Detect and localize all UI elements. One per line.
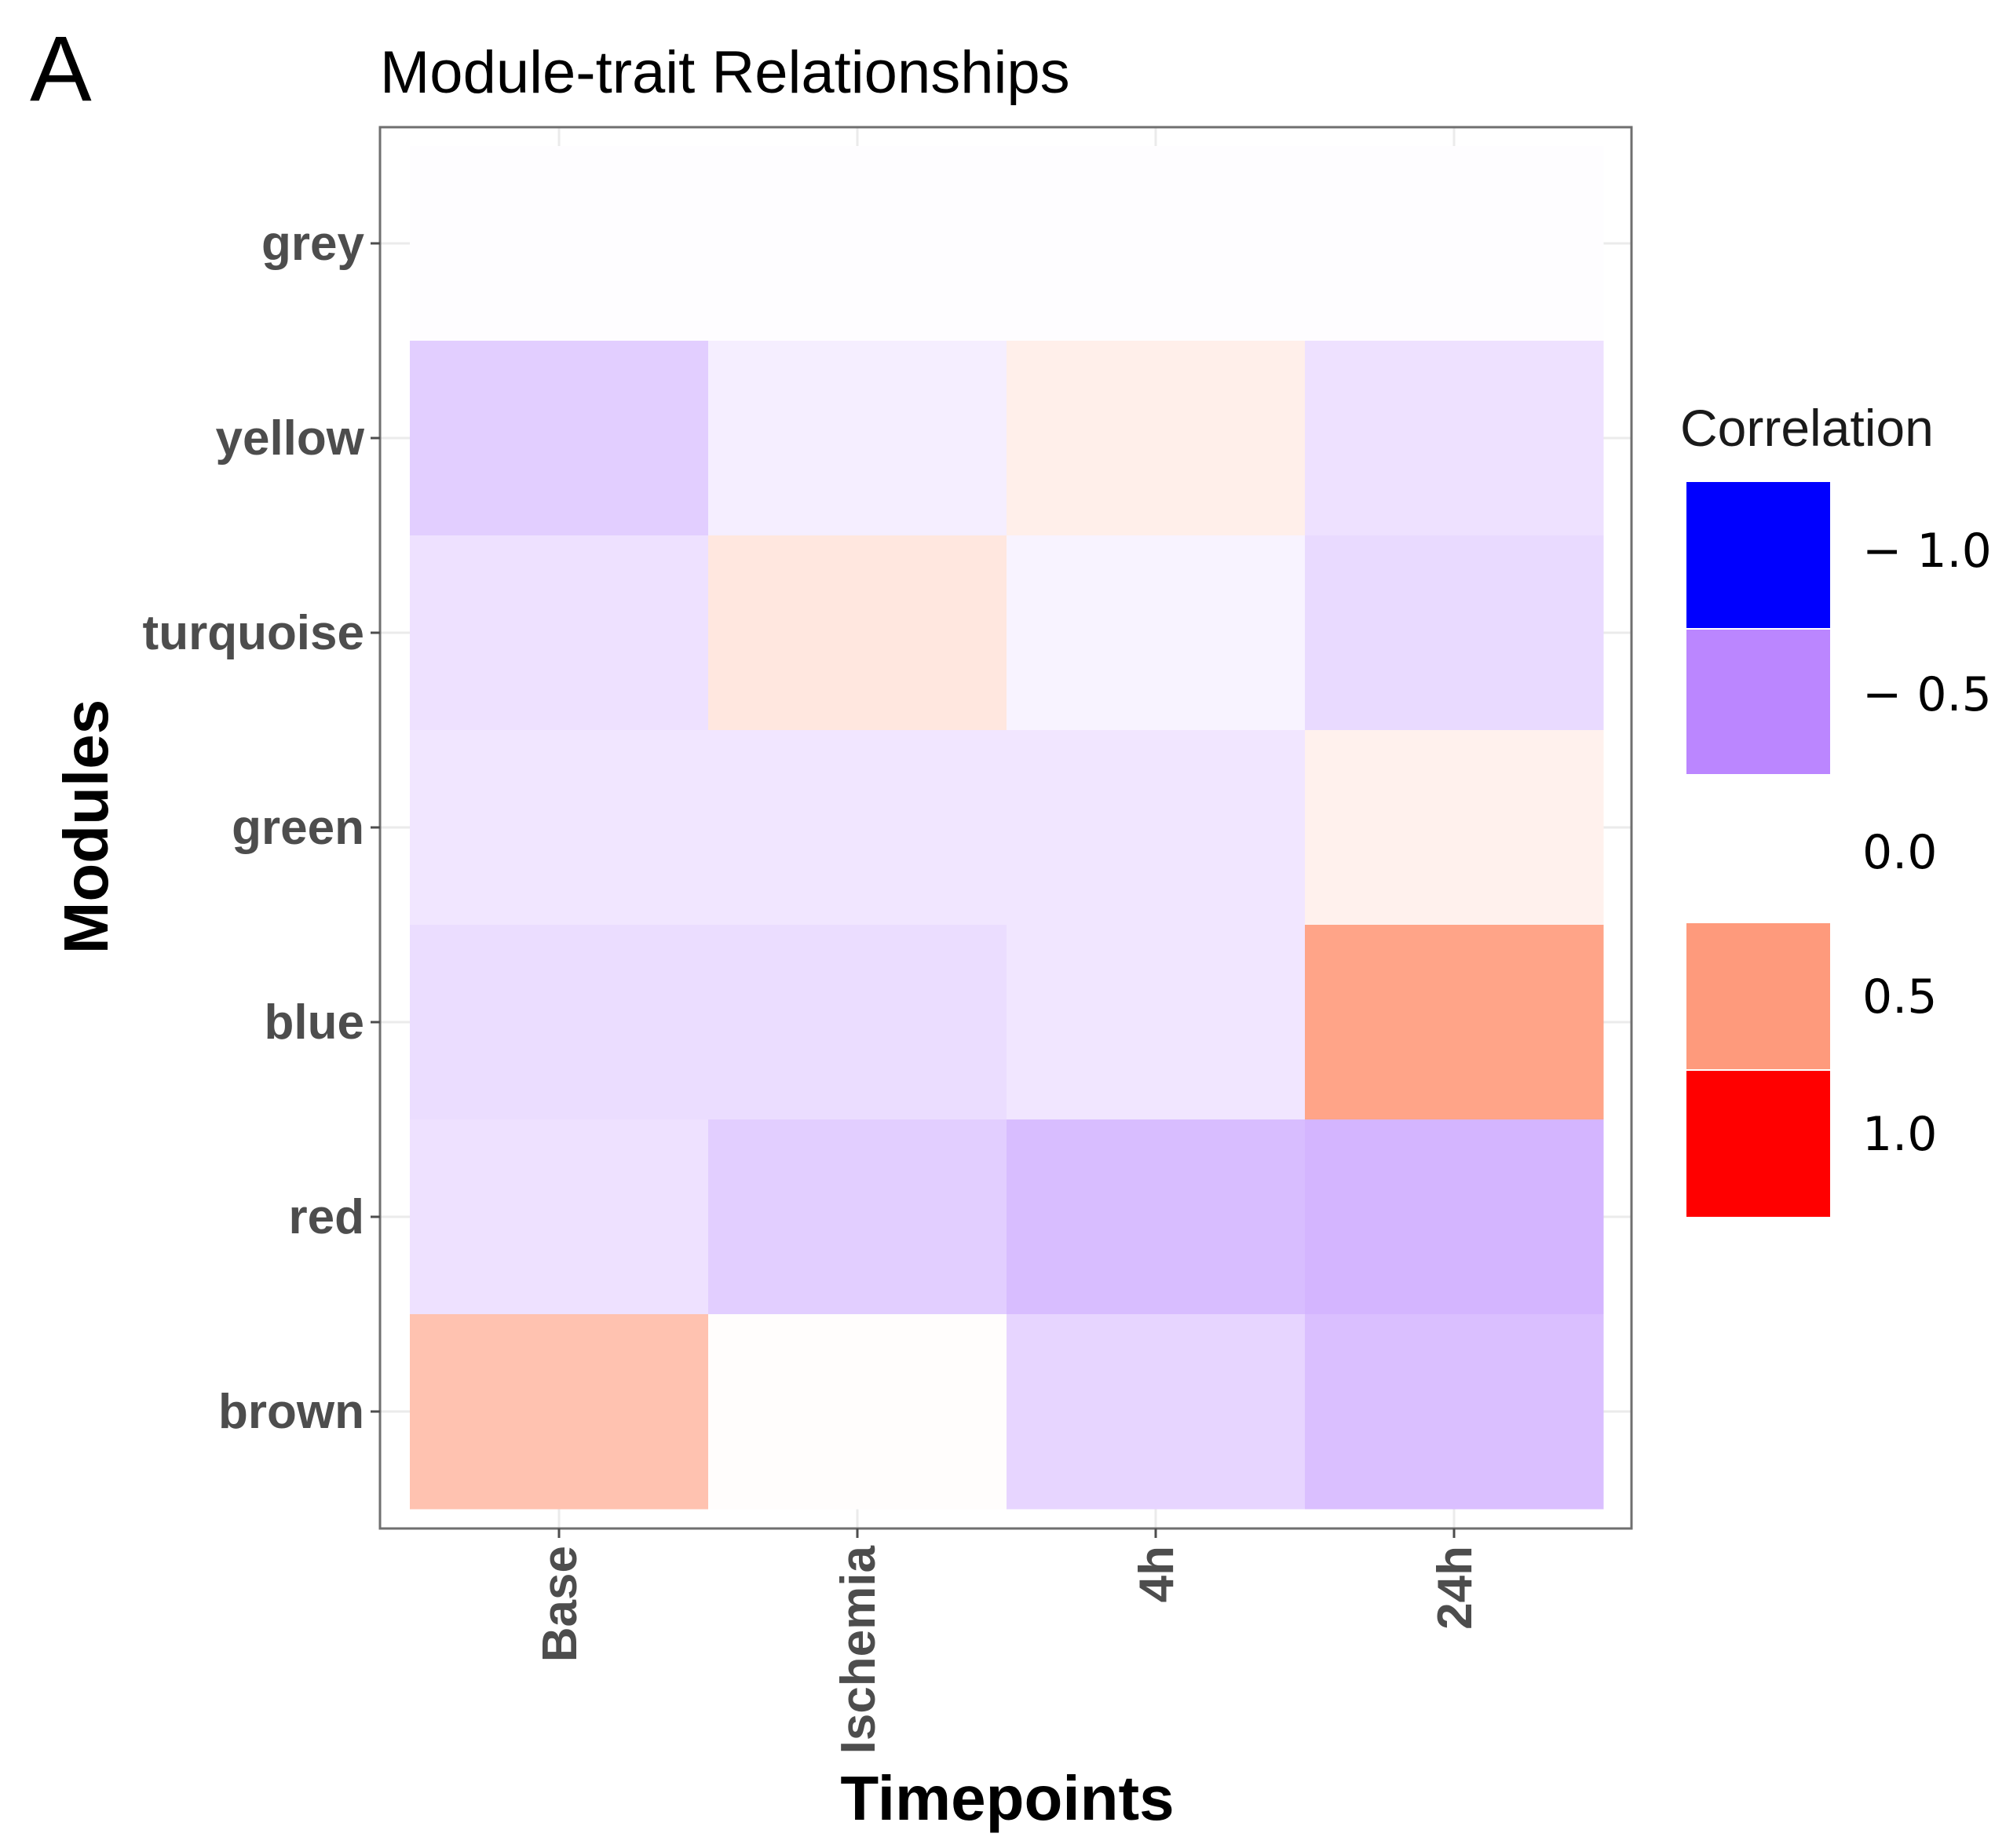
x-tick-label-4h: 4h bbox=[1130, 1546, 1184, 1602]
y-tick-label-blue: blue bbox=[265, 995, 364, 1050]
legend-title: Correlation bbox=[1680, 399, 1934, 457]
heatmap-cell-brown-24h bbox=[1305, 1314, 1604, 1510]
heatmap-cell-brown-ischemia bbox=[708, 1314, 1007, 1510]
heatmap-cell-turquoise-ischemia bbox=[708, 535, 1007, 731]
heatmap-cell-grey-base bbox=[410, 146, 709, 341]
heatmap-cell-green-4h bbox=[1007, 730, 1306, 926]
heatmap-cell-blue-24h bbox=[1305, 925, 1604, 1120]
heatmap-cell-yellow-base bbox=[410, 341, 709, 536]
heatmap-cell-blue-base bbox=[410, 925, 709, 1120]
heatmap-cell-blue-ischemia bbox=[708, 925, 1007, 1120]
heatmap-cell-red-ischemia bbox=[708, 1119, 1007, 1315]
heatmap-cell-green-base bbox=[410, 730, 709, 926]
legend-labels: − 1.0 − 0.5 0.0 0.5 1.0 bbox=[1862, 524, 1992, 1162]
x-tick-label-ischemia: Ischemia bbox=[831, 1545, 886, 1754]
y-axis: grey yellow turquoise green blue red brown bbox=[143, 217, 380, 1439]
y-axis-title: Modules bbox=[51, 699, 121, 954]
heatmap-cell-turquoise-24h bbox=[1305, 535, 1604, 731]
heatmap-cell-red-base bbox=[410, 1119, 709, 1315]
chart-title: Module-trait Relationships bbox=[380, 39, 1070, 106]
heatmap-cell-brown-4h bbox=[1007, 1314, 1306, 1510]
heatmap-cell-yellow-24h bbox=[1305, 341, 1604, 536]
heatmap-cell-yellow-4h bbox=[1007, 341, 1306, 536]
legend-label: 0.0 bbox=[1862, 825, 1937, 880]
y-tick-label-red: red bbox=[289, 1190, 364, 1244]
heatmap-cell-red-4h bbox=[1007, 1119, 1306, 1315]
x-axis: Base Ischemia 4h 24h bbox=[533, 1528, 1482, 1754]
heatmap-cell-green-24h bbox=[1305, 730, 1604, 926]
y-tick-label-green: green bbox=[232, 801, 364, 855]
y-tick-label-grey: grey bbox=[261, 217, 364, 271]
heatmap-cell-grey-ischemia bbox=[708, 146, 1007, 341]
heatmap-cell-turquoise-4h bbox=[1007, 535, 1306, 731]
heatmap-cell-red-24h bbox=[1305, 1119, 1604, 1315]
x-axis-title: Timepoints bbox=[840, 1763, 1174, 1833]
heatmap-cells bbox=[410, 146, 1604, 1510]
x-tick-label-24h: 24h bbox=[1428, 1546, 1482, 1630]
y-tick-label-turquoise: turquoise bbox=[143, 606, 364, 660]
legend-label: − 0.5 bbox=[1862, 667, 1992, 722]
legend-swatch bbox=[1686, 630, 1830, 776]
heatmap-cell-turquoise-base bbox=[410, 535, 709, 731]
heatmap-cell-green-ischemia bbox=[708, 730, 1007, 926]
legend-label: 1.0 bbox=[1862, 1107, 1937, 1162]
heatmap-cell-blue-4h bbox=[1007, 925, 1306, 1120]
y-tick-label-yellow: yellow bbox=[215, 411, 364, 466]
panel-letter: A bbox=[30, 17, 92, 121]
x-tick-label-base: Base bbox=[533, 1546, 587, 1662]
legend-swatch bbox=[1686, 774, 1830, 920]
heatmap-cell-yellow-ischemia bbox=[708, 341, 1007, 536]
heatmap-cell-brown-base bbox=[410, 1314, 709, 1510]
color-legend: Correlation − 1.0 − 0.5 0.0 0.5 1.0 bbox=[1680, 399, 1992, 1217]
legend-swatch bbox=[1686, 1071, 1830, 1217]
legend-swatches bbox=[1686, 482, 1830, 1217]
legend-label: − 1.0 bbox=[1862, 524, 1992, 579]
heatmap-cell-grey-4h bbox=[1007, 146, 1306, 341]
legend-label: 0.5 bbox=[1862, 970, 1937, 1024]
y-tick-label-brown: brown bbox=[218, 1385, 364, 1439]
legend-swatch bbox=[1686, 482, 1830, 628]
heatmap-cell-grey-24h bbox=[1305, 146, 1604, 341]
legend-swatch bbox=[1686, 923, 1830, 1069]
